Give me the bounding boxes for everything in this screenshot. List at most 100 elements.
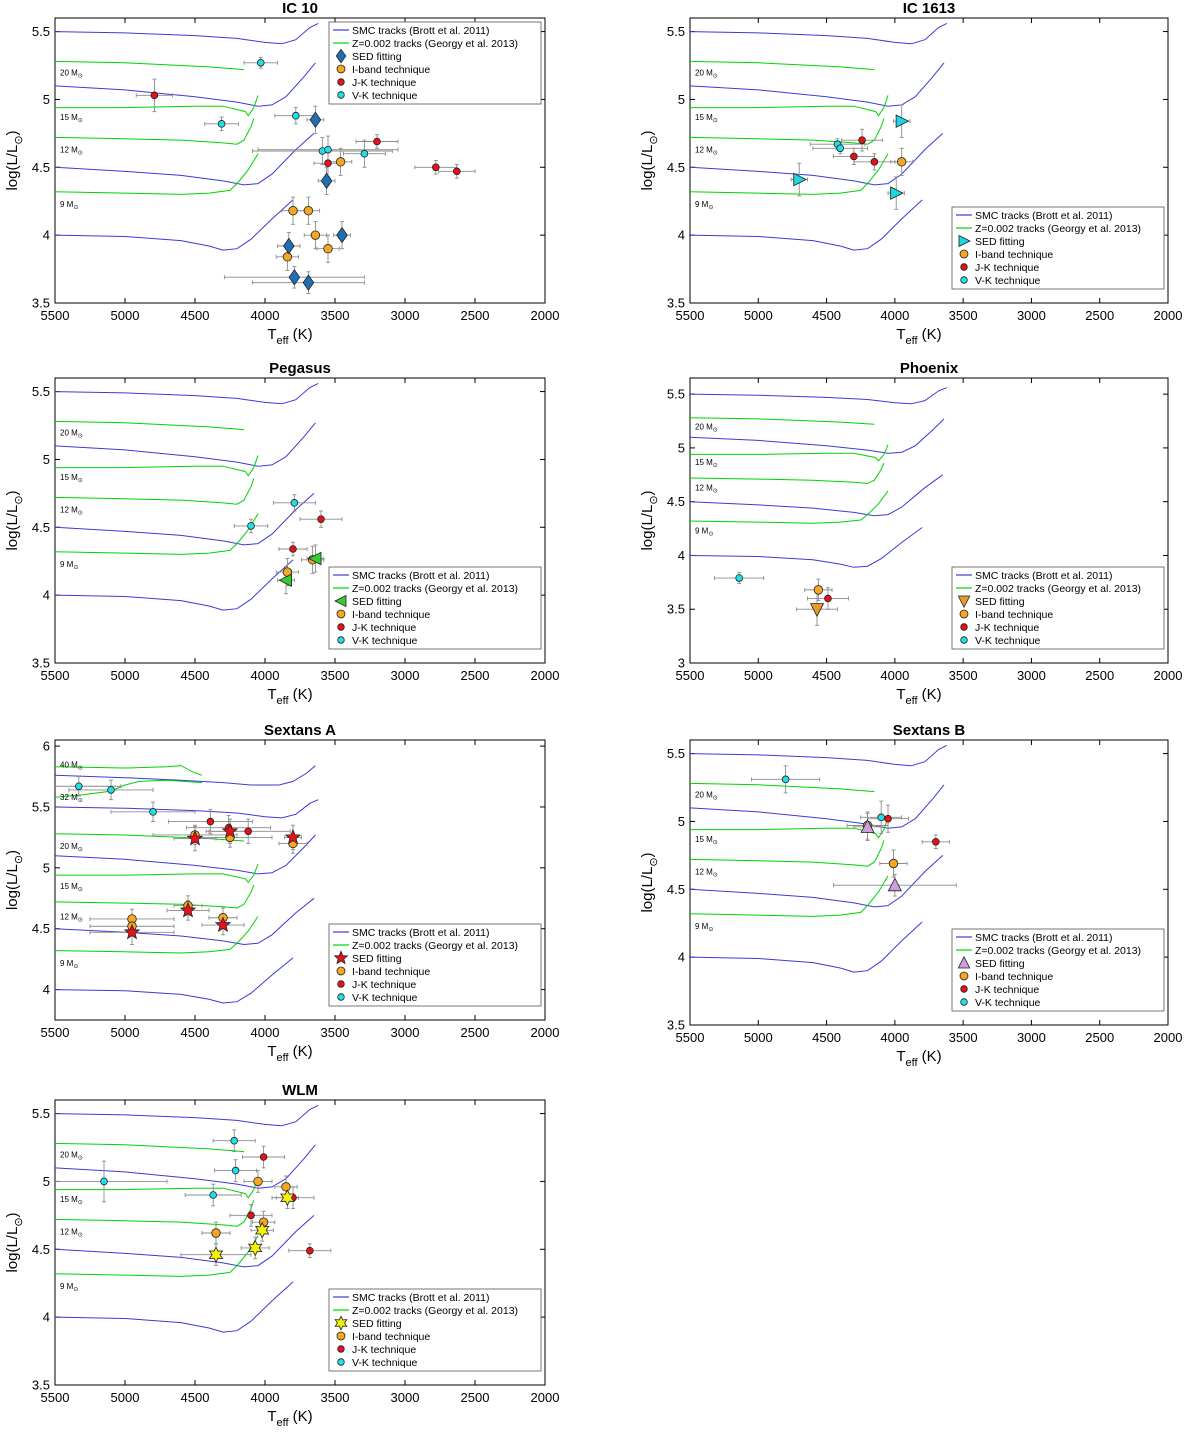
- y-tick-label: 6: [43, 739, 50, 754]
- y-tick-label: 4: [678, 228, 685, 243]
- iband-marker: [211, 1228, 221, 1238]
- vk-marker: [781, 775, 790, 784]
- x-tick-label: 3500: [321, 668, 350, 683]
- vk-marker: [217, 120, 226, 128]
- legend-label-jk: J-K technique: [352, 1344, 416, 1356]
- jk-marker: [259, 1153, 268, 1161]
- smc-track: [55, 62, 316, 107]
- plot-area: 20 M⊙ 15 M⊙ 12 M⊙ 9 M⊙: [55, 382, 343, 611]
- legend-swatch-jk: [960, 623, 968, 631]
- sed-marker: [895, 114, 910, 128]
- mass-label: 12 M⊙: [695, 868, 718, 879]
- y-axis-label: log(L/L⊙): [4, 130, 25, 190]
- x-axis-label: Teff (K): [267, 1043, 312, 1064]
- mass-label: 9 M⊙: [60, 560, 78, 571]
- y-tick-label: 4.5: [667, 160, 685, 175]
- legend-label-vk: V-K technique: [352, 635, 418, 647]
- jk-marker: [373, 137, 381, 146]
- jk-marker: [824, 594, 832, 603]
- y-tick-label: 5.5: [32, 384, 50, 399]
- smc-track: [55, 199, 294, 251]
- sed-marker: [809, 603, 825, 618]
- legend: SMC tracks (Brott et al. 2011)Z=0.002 tr…: [328, 566, 542, 650]
- mass-label: 12 M⊙: [695, 484, 718, 495]
- iband-marker: [310, 230, 321, 240]
- legend-label-jk: J-K technique: [975, 984, 1039, 996]
- legend-swatch-jk: [337, 1345, 345, 1353]
- z002-track: [690, 60, 875, 71]
- legend-label-smc: SMC tracks (Brott et al. 2011): [975, 210, 1113, 222]
- legend-swatch-sed: [957, 955, 971, 969]
- mass-label: 20 M⊙: [695, 68, 718, 79]
- mass-label: 20 M⊙: [60, 68, 83, 79]
- x-tick-label: 2500: [1085, 1030, 1114, 1045]
- legend-swatch-vk: [960, 998, 968, 1006]
- x-tick-label: 4500: [181, 1390, 210, 1405]
- legend-label-z002: Z=0.002 tracks (Georgy et al. 2013): [352, 583, 518, 595]
- legend-swatch-sed: [958, 234, 971, 248]
- smc-track: [690, 387, 947, 405]
- legend-swatch-iband: [959, 249, 969, 259]
- z002-track: [55, 884, 255, 909]
- smc-track: [690, 784, 945, 829]
- plot-area: 20 M⊙ 15 M⊙ 12 M⊙ 9 M⊙: [690, 387, 947, 626]
- x-tick-label: 2500: [1085, 668, 1114, 683]
- smc-track: [55, 1104, 319, 1127]
- legend: SMC tracks (Brott et al. 2011)Z=0.002 tr…: [328, 1288, 542, 1372]
- legend-label-iband: I-band technique: [352, 966, 430, 978]
- y-tick-label: 3.5: [32, 296, 50, 311]
- z002-track: [690, 490, 889, 524]
- jk-marker: [324, 159, 332, 168]
- vk-marker: [209, 1191, 218, 1199]
- y-tick-label: 5.5: [32, 1106, 50, 1121]
- mass-label: 12 M⊙: [60, 146, 83, 157]
- panel-title: WLM: [282, 1082, 318, 1099]
- x-axis-label: Teff (K): [267, 686, 312, 707]
- legend-label-sed: SED fitting: [352, 51, 402, 63]
- y-tick-label: 4.5: [32, 160, 50, 175]
- legend-box: [951, 928, 1165, 1012]
- legend-label-sed: SED fitting: [352, 596, 402, 608]
- z002-track: [55, 420, 245, 431]
- panel-title: Phoenix: [900, 360, 959, 377]
- legend-swatch-vk: [337, 636, 345, 644]
- z002-track: [55, 779, 203, 798]
- z002-track: [690, 95, 889, 117]
- smc-track: [55, 957, 294, 1004]
- smc-track: [55, 559, 294, 611]
- y-tick-label: 5.5: [32, 24, 50, 39]
- smc-track: [690, 22, 948, 45]
- sed-marker: [247, 1239, 263, 1257]
- z002-track: [55, 478, 255, 505]
- x-tick-label: 3000: [1017, 1030, 1046, 1045]
- smc-track: [690, 744, 948, 767]
- z002-track: [690, 840, 885, 867]
- x-tick-label: 3000: [391, 308, 420, 323]
- x-tick-label: 5000: [744, 1030, 773, 1045]
- iband-marker: [323, 244, 333, 254]
- iband-marker: [335, 157, 346, 167]
- vk-marker: [324, 145, 332, 154]
- plot-frame: [54, 17, 546, 304]
- legend-label-jk: J-K technique: [352, 622, 416, 634]
- x-tick-label: 3500: [949, 668, 978, 683]
- z002-track: [55, 455, 259, 477]
- legend-swatch-vk: [960, 636, 968, 644]
- legend-label-smc: SMC tracks (Brott et al. 2011): [352, 570, 490, 582]
- jk-marker: [247, 1211, 255, 1220]
- vk-marker: [291, 111, 300, 120]
- mass-label: 15 M⊙: [60, 473, 83, 484]
- x-tick-label: 2000: [1154, 668, 1183, 683]
- mass-label: 9 M⊙: [695, 922, 713, 933]
- x-tick-label: 5000: [111, 1025, 140, 1040]
- y-tick-label: 4.5: [32, 1242, 50, 1257]
- legend-label-iband: I-band technique: [975, 609, 1053, 621]
- sed-marker: [208, 1246, 224, 1264]
- mass-label: 12 M⊙: [60, 506, 83, 517]
- sed-marker: [793, 172, 807, 187]
- sed-marker: [221, 822, 239, 839]
- y-tick-label: 4: [43, 982, 50, 997]
- legend-label-jk: J-K technique: [352, 979, 416, 991]
- x-tick-label: 5500: [676, 668, 705, 683]
- legend-label-vk: V-K technique: [352, 1357, 418, 1369]
